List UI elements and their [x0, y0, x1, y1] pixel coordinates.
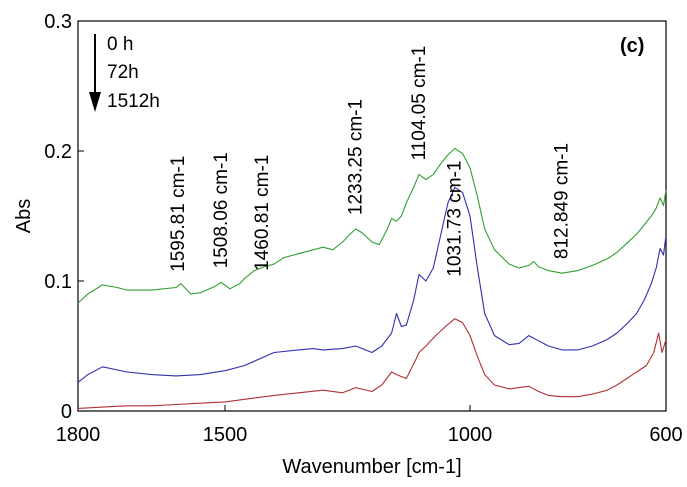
peak-label-4: 1104.05 cm-1 [409, 46, 430, 161]
series-line-1 [77, 186, 667, 383]
peak-label-0: 1595.81 cm-1 [168, 156, 189, 272]
legend-entry-1512h: 1512h [107, 91, 160, 112]
plot-frame [77, 20, 667, 412]
peak-label-1: 1508.06 cm-1 [211, 152, 232, 268]
legend-entry-72h: 72h [107, 62, 139, 83]
series-line-2 [77, 147, 667, 304]
x-tick-label-3: 600 [649, 424, 682, 446]
x-tick-label-1: 1500 [203, 424, 248, 446]
legend-arrow-down-icon [89, 92, 101, 112]
panel-label: (c) [620, 35, 644, 57]
y-tick-label-0: 0 [61, 401, 72, 423]
legend: 0 h 72h 1512h [89, 34, 160, 112]
legend-entry-0h: 0 h [107, 34, 133, 55]
peak-label-6: 812.849 cm-1 [552, 143, 573, 259]
x-tick-label-2: 1000 [448, 424, 493, 446]
y-tick-label-2: 0.2 [44, 141, 72, 163]
x-tick-label-0: 1800 [56, 424, 101, 446]
series-layer [77, 147, 667, 409]
peak-label-2: 1460.81 cm-1 [252, 155, 273, 271]
series-line-0 [77, 318, 667, 409]
y-axis-title: Abs [13, 199, 35, 233]
peak-label-3: 1233.25 cm-1 [346, 99, 367, 215]
y-tick-label-3: 0.3 [44, 11, 72, 33]
peak-label-5: 1031.73 cm-1 [444, 161, 465, 277]
x-axis-title: Wavenumber [cm-1] [282, 456, 461, 478]
axes-ticks: 1800 1500 1000 600 0 0.1 0.2 0.3 [44, 11, 683, 446]
y-tick-label-1: 0.1 [44, 271, 72, 293]
peak-annotations: 1595.81 cm-1 1508.06 cm-1 1460.81 cm-1 1233… [168, 46, 573, 277]
